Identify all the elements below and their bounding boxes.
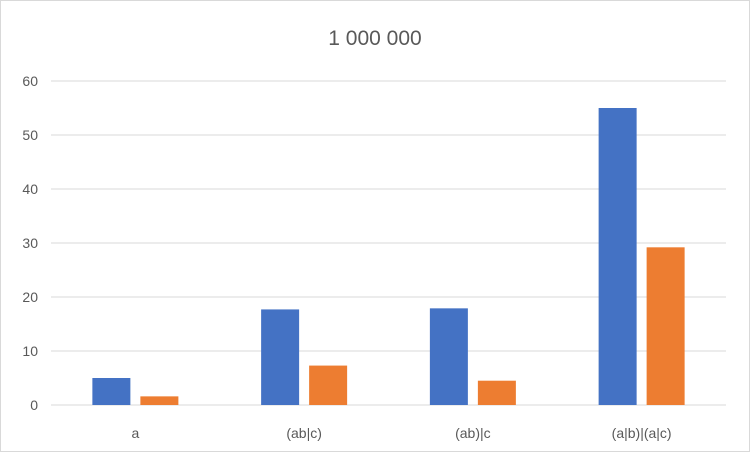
- bar-series1-3: [598, 108, 637, 405]
- bar-series2-3: [646, 247, 685, 405]
- y-tick-label: 60: [22, 73, 38, 89]
- bar-series2-1: [309, 365, 348, 405]
- bar-series2-2: [477, 380, 516, 405]
- x-category-label: a: [131, 425, 139, 441]
- chart-title: 1 000 000: [328, 27, 422, 50]
- x-category-label: (ab|c): [286, 425, 322, 441]
- y-tick-label: 10: [22, 343, 38, 359]
- bar-series1-2: [429, 308, 468, 405]
- y-tick-label: 50: [22, 127, 38, 143]
- y-tick-label: 30: [22, 235, 38, 251]
- y-tick-label: 20: [22, 289, 38, 305]
- bars: [92, 108, 685, 405]
- x-axis-categories: a (ab|c) (ab)|c (a|b)|(a|c): [131, 425, 671, 441]
- bar-series2-0: [140, 396, 179, 405]
- bar-series1-1: [261, 309, 300, 405]
- y-tick-label: 0: [30, 397, 38, 413]
- x-category-label: (ab)|c: [455, 425, 491, 441]
- y-tick-label: 40: [22, 181, 38, 197]
- y-axis-ticks: 0 10 20 30 40 50 60: [22, 73, 38, 413]
- x-category-label: (a|b)|(a|c): [612, 425, 672, 441]
- bar-series1-0: [92, 378, 131, 405]
